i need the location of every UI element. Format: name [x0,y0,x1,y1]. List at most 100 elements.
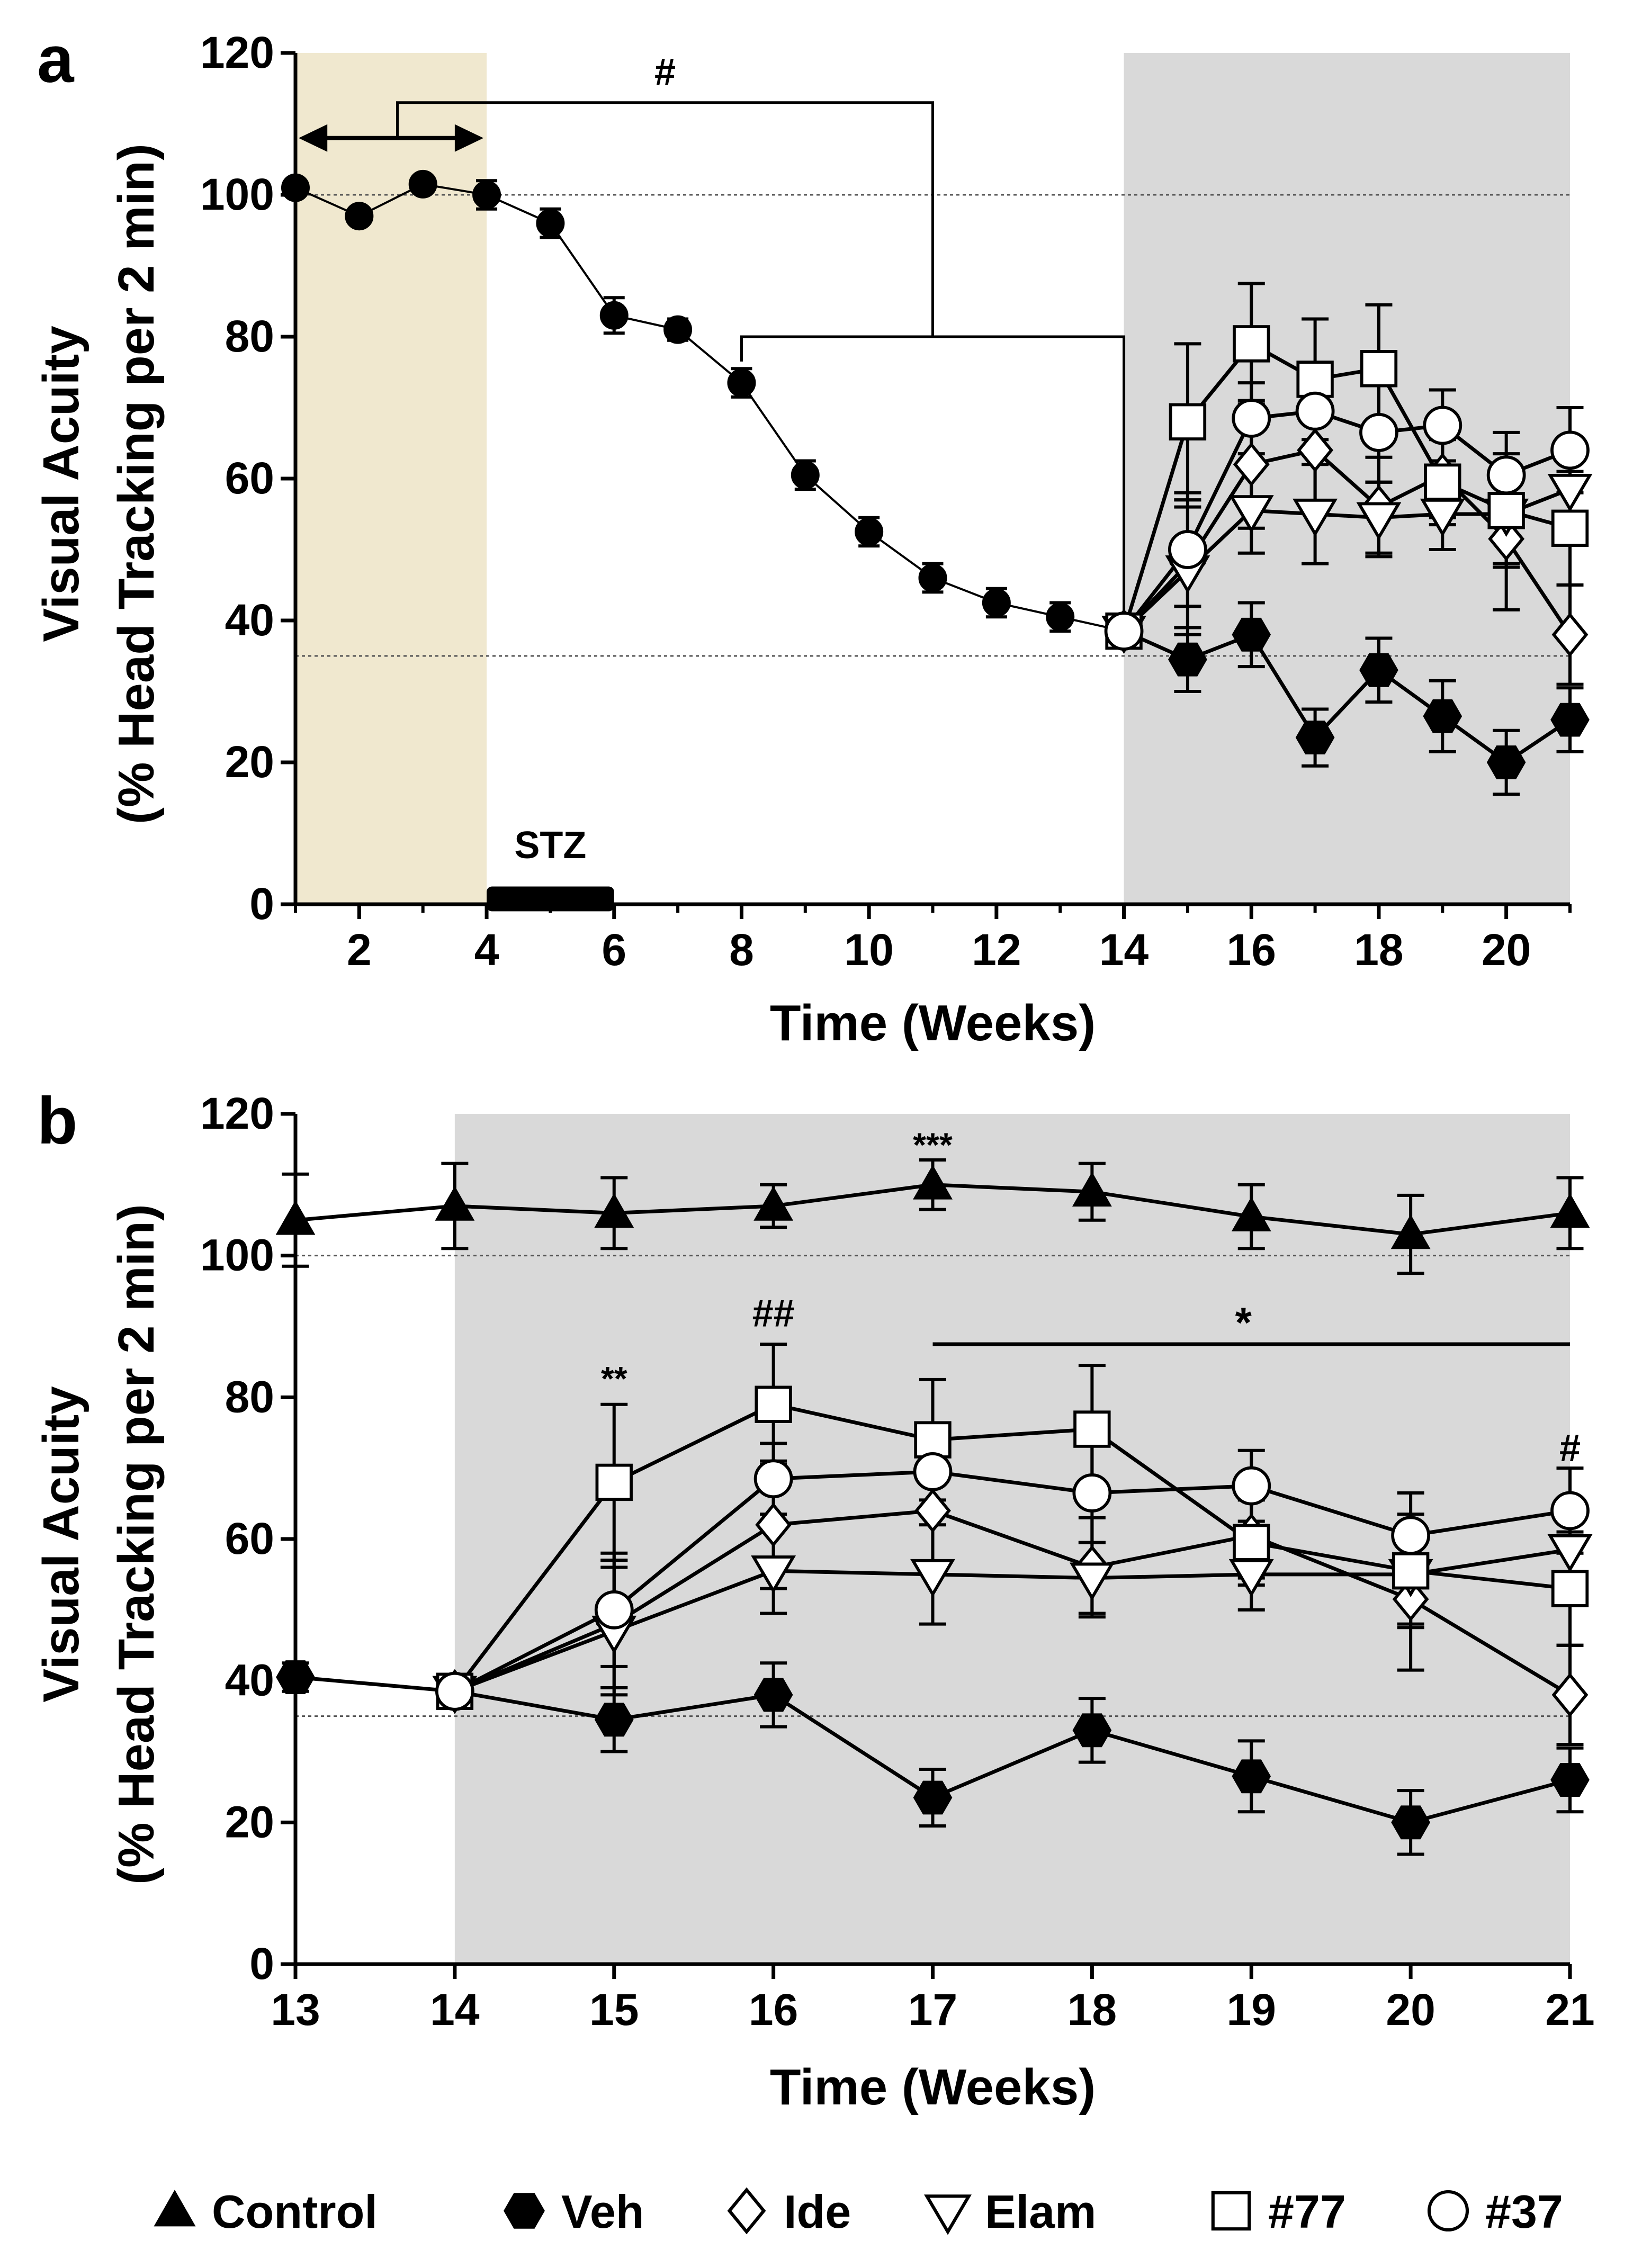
baseline-arrow-head-right [454,124,484,152]
panel-b-y-tick-label-60: 60 [225,1514,274,1563]
panel-a-y-tick-label-100: 100 [200,169,274,219]
panel-b-series-veh-point-20 [1391,1805,1430,1840]
panel-b-series-37-point-21 [1550,1491,1590,1531]
panel-a-x-tick-label-16: 16 [1227,925,1276,975]
panel-b-x-tick-label-20: 20 [1386,1985,1435,2035]
panel-b-series-control-point-15 [594,1193,634,1228]
panel-a-x-tick-label-18: 18 [1354,925,1403,975]
panel-a-y-axis-label-line2: (% Head Tracking per 2 min) [108,143,165,824]
panel-b-reference-lines [295,1255,1570,1717]
stz-bar [487,886,614,912]
panel-b-x-tick-label-21: 21 [1545,1985,1594,2035]
panel-a-y-axis-label-line1: Visual Acuity [33,326,89,642]
panel-b-series-elam-point-21 [1547,1534,1593,1573]
panel-b-series-ide-point-17 [914,1488,951,1533]
panel-b-x-tick-label-15: 15 [589,1985,639,2035]
panel-a-hash-annotation: # [654,51,676,93]
panel-a-series-37-point-20 [1486,455,1526,495]
panel-a-series-37-point-18 [1359,413,1398,452]
panel-b-y-tick-label-80: 80 [225,1372,274,1421]
legend-marker-control [154,2190,196,2227]
panel-a-series-37-point-14 [1104,611,1144,651]
panel-a-series-baseline-point-8 [727,368,756,398]
panel-a-series-elam-point-17 [1293,498,1338,537]
panel-a-series-veh-point-19 [1423,699,1462,733]
panel-a-series-baseline-point-2 [345,202,374,231]
panel-b-annotations: ** ## *** * # [601,1126,1581,1469]
panel-b-series-control-point-19 [1231,1196,1271,1231]
panel-a-y-tick-label-120: 120 [200,28,274,77]
panel-b-series-77-point-17 [914,1421,952,1459]
panel-a-series-baseline-point-4 [472,181,501,209]
panel-b-series [275,1158,1593,1856]
legend-markers [154,2187,1469,2235]
panel-a-series-37-point-17 [1295,391,1335,431]
panel-a-series-veh-point-16 [1232,617,1271,652]
panel-a-x-tick-label-6: 6 [602,925,626,975]
panel-a-series-baseline-point-10 [855,517,884,546]
legend-marker-ide [727,2187,766,2235]
panel-b-series-ide-point-16 [755,1502,792,1547]
panel-a-series-baseline-point-7 [663,315,693,344]
panel-b-series-veh-point-15 [594,1703,634,1737]
panel-a-series-veh-point-18 [1359,653,1398,687]
panel-b-y-tick-label-0: 0 [249,1939,274,1988]
panel-b-x-tick-label-18: 18 [1067,1985,1117,2035]
panel-label-a: a [37,23,75,96]
panel-b-series-37-point-20 [1391,1516,1431,1555]
legend-label-elam: Elam [985,2185,1096,2238]
panel-a-series-ide-point-16 [1233,442,1270,487]
panel-a-series-77-point-20 [1487,492,1525,529]
panel-a-series-veh-point-15 [1168,642,1207,677]
panel-a-series-77-point-16 [1233,325,1270,363]
panel-b-series-77-point-15 [595,1463,633,1501]
panel-b-y-axis-label-line2: (% Head Tracking per 2 min) [108,1204,165,1885]
annotation-single-hash: # [1559,1427,1581,1470]
panel-a-series-baseline-point-12 [982,588,1011,617]
panel-b-series-veh-point-17 [913,1780,953,1815]
panel-a-series-baseline-point-13 [1046,602,1075,632]
panel-a-x-tick-label-20: 20 [1482,925,1531,975]
panel-b-x-axis-label: Time (Weeks) [770,2059,1096,2116]
panel-a-x-tick-label-14: 14 [1099,925,1149,975]
panel-a-series-77-point-15 [1169,403,1207,440]
panel-b-series-elam-point-16 [751,1555,796,1594]
panel-a-series-veh-point-20 [1486,745,1526,779]
panel-b-x-tick-label-17: 17 [908,1985,957,2035]
legend-label-veh: Veh [561,2185,644,2238]
panel-b-series-control-point-21 [1550,1193,1590,1228]
panel-b-series-77-line [453,1402,1571,1693]
legend-marker-elam [924,2194,972,2235]
panel-b-y-tick-label-40: 40 [225,1655,274,1705]
panel-a-x-tick-label-8: 8 [729,925,754,975]
panel-a-series-baseline-point-1 [281,173,310,202]
comparison-bracket-upper [396,101,934,337]
panel-b-series-elam-point-17 [910,1559,955,1598]
panel-a-series-77-point-19 [1424,463,1461,501]
panel-b-series-ide-point-21 [1551,1672,1589,1717]
panel-b-series-elam-point-18 [1069,1562,1115,1601]
annotation-double-hash: ## [752,1293,795,1335]
panel-a-y-tick-label-0: 0 [249,879,274,929]
panel-a-x-tick-label-2: 2 [347,925,372,975]
panel-a-series-37-point-21 [1550,430,1590,470]
panel-a-series-baseline-point-5 [536,209,565,238]
panel-a-shaded-region-0 [295,53,487,904]
panel-a-series-elam-point-18 [1356,502,1402,541]
panel-b-series-control-point-16 [753,1186,794,1221]
panel-b-y-axis-label-line1: Visual Acuity [33,1386,89,1703]
annotation-double-star: ** [601,1360,627,1398]
panel-a-series-veh-point-17 [1295,721,1335,754]
panel-a-y-tick-label-80: 80 [225,311,274,361]
panel-a: 0 20 40 60 80 100 120 2 4 6 8 10 12 14 16 18 20 # STZ Ti… [33,28,1593,1051]
panel-b-series-veh-point-16 [753,1678,793,1712]
panel-b-series-veh-point-13 [276,1660,315,1694]
panel-a-series [281,169,1593,796]
panel-a-series-ide-point-17 [1297,428,1334,473]
legend-label-77: #77 [1268,2185,1346,2238]
panel-b-series-veh-point-19 [1232,1759,1271,1794]
panel-b-series-77-point-16 [755,1385,792,1423]
panel-b-x-tick-label-19: 19 [1227,1985,1276,2035]
panel-b: 0 20 40 60 80 100 120 13 14 15 16 17 18 19 20 21 ** ## … [33,1088,1595,2116]
